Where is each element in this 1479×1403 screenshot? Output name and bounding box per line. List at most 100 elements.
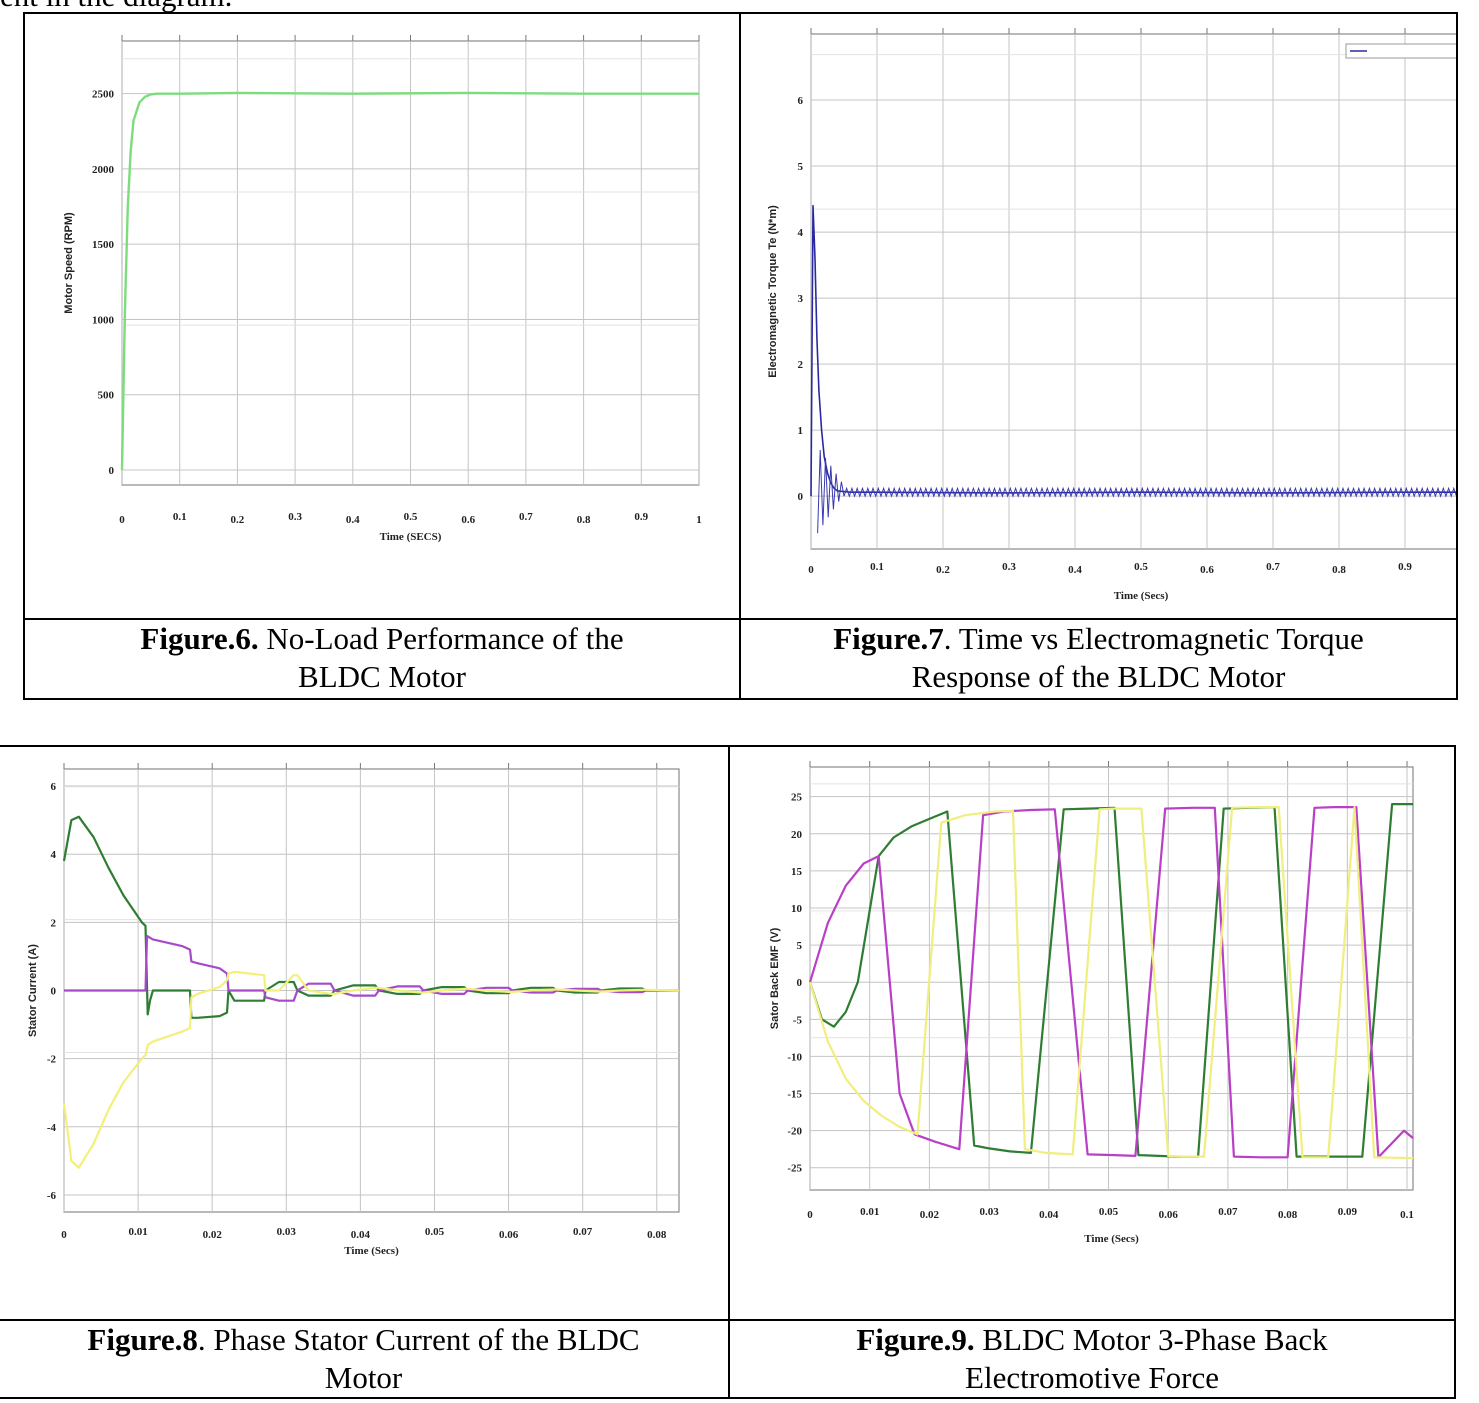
y-tick-label: 2000 <box>92 164 115 176</box>
figure-6-caption: Figure.6. No-Load Performance of the BLDC… <box>23 618 741 700</box>
y-tick-label: 3 <box>798 293 804 305</box>
figure-7-caption-line2: Response of the BLDC Motor <box>911 659 1286 694</box>
figure-9-caption: Figure.9. BLDC Motor 3-Phase Back Electro… <box>728 1319 1456 1399</box>
stator-current-chart: 0 0.01 0.02 0.03 0.04 0.05 0.06 0.07 0.08 -6 -4 -2 0… <box>27 763 680 1257</box>
figure-6-caption-line1: No-Load Performance of the <box>258 621 624 656</box>
x-tick-label: 0.8 <box>1332 564 1346 576</box>
y-tick-label: 4 <box>51 849 57 861</box>
y-tick-label: 0 <box>51 986 57 998</box>
x-tick-label: 1 <box>696 514 702 526</box>
figure-7-chart-cell: 0 0.1 0.2 0.3 0.4 0.5 0.6 0.7 0.8 0.9 0 1 2 3 4 5 6 Time … <box>739 12 1458 620</box>
plot-area <box>810 33 1455 550</box>
y-tick-label: 5 <box>797 940 803 952</box>
x-tick-label: 0.06 <box>499 1229 519 1241</box>
y-tick-label: 5 <box>798 161 804 173</box>
y-tick-label: 25 <box>791 792 803 804</box>
y-tick-label: 2 <box>51 917 57 929</box>
electromagnetic-torque-chart: 0 0.1 0.2 0.3 0.4 0.5 0.6 0.7 0.8 0.9 0 1 2 3 4 5 6 Time … <box>767 28 1455 602</box>
y-tick-label: 6 <box>798 95 804 107</box>
figure-8-caption-line2: Motor <box>324 1360 403 1395</box>
x-tick-label: 0 <box>61 1229 67 1241</box>
x-tick-label: 0.02 <box>920 1209 940 1221</box>
x-tick-label: 0.03 <box>979 1206 999 1218</box>
top-body-text: ent in the diagram. <box>0 0 232 14</box>
x-tick-label: 0.3 <box>288 511 302 523</box>
y-tick-label: 1 <box>798 425 804 437</box>
x-tick-label: 0.2 <box>231 514 245 526</box>
x-tick-label: 0.01 <box>860 1206 879 1218</box>
y-tick-label: -20 <box>787 1126 802 1138</box>
y-tick-label: 1000 <box>92 314 115 326</box>
x-tick-label: 0 <box>119 514 125 526</box>
y-tick-label: -5 <box>793 1014 803 1026</box>
x-tick-label: 0.1 <box>1400 1209 1414 1221</box>
y-tick-label: 6 <box>51 781 57 793</box>
x-tick-label: 0.6 <box>1200 564 1214 576</box>
y-tick-label: 0 <box>797 977 803 989</box>
series-line-3 <box>62 970 680 1169</box>
series-line-1 <box>810 204 1455 497</box>
x-tick-label: 0.06 <box>1159 1209 1179 1221</box>
x-tick-label: 0.07 <box>573 1226 593 1238</box>
x-tick-label: 0.6 <box>461 514 475 526</box>
figure-6-chart-cell: 0 0.1 0.2 0.3 0.4 0.5 0.6 0.7 0.8 0.9 1 0 500 1000 150… <box>23 12 741 620</box>
y-tick-label: 2 <box>798 359 804 371</box>
x-tick-label: 0.3 <box>1002 561 1016 573</box>
figure-9-caption-line2: Electromotive Force <box>965 1360 1219 1395</box>
x-tick-label: 0.05 <box>1099 1206 1119 1218</box>
x-tick-label: 0.7 <box>519 511 533 523</box>
torque-ripple-band <box>817 449 1455 534</box>
figure-8-caption-bold: Figure.8 <box>87 1322 198 1357</box>
series-line-2 <box>808 805 1414 1159</box>
y-tick-label: -25 <box>787 1163 802 1175</box>
x-tick-label: 0.4 <box>1068 564 1082 576</box>
figure-9-caption-line1: BLDC Motor 3-Phase Back <box>974 1322 1328 1357</box>
y-tick-label: -4 <box>47 1122 57 1134</box>
x-tick-label: 0.04 <box>1039 1209 1059 1221</box>
y-tick-label: -6 <box>47 1190 57 1202</box>
x-tick-label: 0.01 <box>128 1226 147 1238</box>
x-tick-label: 0.1 <box>870 561 884 573</box>
x-tick-label: 0.5 <box>1134 561 1148 573</box>
figure-6-caption-bold: Figure.6. <box>140 621 259 656</box>
y-axis-label: Stator Current (A) <box>27 944 39 1037</box>
figure-8-caption-line1: . Phase Stator Current of the BLDC <box>197 1322 640 1357</box>
y-tick-label: -15 <box>787 1089 802 1101</box>
y-tick-label: 4 <box>798 227 804 239</box>
x-tick-label: 0.09 <box>1338 1206 1358 1218</box>
x-axis-label: Time (Secs) <box>344 1245 399 1257</box>
x-tick-label: 0.4 <box>346 514 360 526</box>
figure-8-caption: Figure.8. Phase Stator Current of the BL… <box>0 1319 730 1399</box>
x-tick-label: 0.5 <box>404 511 418 523</box>
x-tick-label: 0.1 <box>173 511 187 523</box>
x-tick-label: 0.07 <box>1218 1206 1238 1218</box>
y-tick-label: -10 <box>787 1051 802 1063</box>
series-line-3 <box>808 805 1414 1160</box>
y-tick-label: -2 <box>47 1054 57 1066</box>
y-axis-label: Motor Speed (RPM) <box>63 212 75 314</box>
y-tick-label: 0 <box>798 491 804 503</box>
y-tick-label: 0 <box>109 465 115 477</box>
series-line-1 <box>808 802 1413 1158</box>
x-tick-label: 0.9 <box>634 511 648 523</box>
x-tick-label: 0.02 <box>203 1229 223 1241</box>
figure-table-top: 0 0.1 0.2 0.3 0.4 0.5 0.6 0.7 0.8 0.9 1 0 500 1000 150… <box>23 12 1458 700</box>
y-tick-label: 500 <box>98 390 115 402</box>
x-tick-label: 0.08 <box>1278 1209 1298 1221</box>
figure-9-chart-cell: 0 0.01 0.02 0.03 0.04 0.05 0.06 0.07 0.08 0.09 0.1… <box>728 745 1456 1321</box>
x-axis-label: Time (Secs) <box>1084 1233 1139 1245</box>
y-tick-label: 20 <box>791 829 803 841</box>
x-tick-label: 0.8 <box>577 514 591 526</box>
y-axis-label: Electromagnetic Torque Te (N*m) <box>767 205 779 378</box>
x-axis-label: Time (SECS) <box>380 531 442 543</box>
figure-8-chart-cell: 0 0.01 0.02 0.03 0.04 0.05 0.06 0.07 0.08 -6 -4 -2 0… <box>0 745 730 1321</box>
x-axis-label: Time (Secs) <box>1114 590 1169 602</box>
back-emf-chart: 0 0.01 0.02 0.03 0.04 0.05 0.06 0.07 0.08 0.09 0.1… <box>769 761 1414 1245</box>
y-tick-label: 15 <box>791 866 803 878</box>
legend-box <box>1345 43 1455 59</box>
figure-7-caption-bold: Figure.7 <box>833 621 944 656</box>
x-tick-label: 0.2 <box>936 564 950 576</box>
y-tick-label: 2500 <box>92 89 115 101</box>
x-tick-label: 0 <box>808 564 814 576</box>
figure-6-caption-line2: BLDC Motor <box>298 659 466 694</box>
